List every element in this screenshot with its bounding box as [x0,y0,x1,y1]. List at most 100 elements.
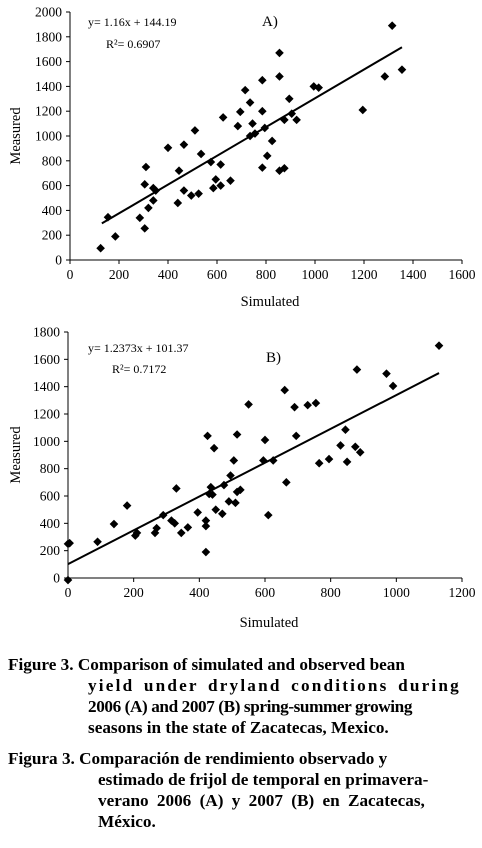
y-tick-label: 1000 [33,434,60,449]
data-point [174,166,184,176]
data-point [245,98,255,107]
x-tick-label: 1200 [351,267,378,282]
data-point [170,519,180,528]
data-point [96,243,105,253]
caption-es-line-3: verano 2006 (A) y 2007 (B) en Zacatecas, [98,791,425,810]
y-tick-label: 1400 [35,79,62,94]
y-tick-label: 400 [42,203,63,218]
data-point [179,186,189,195]
data-point [341,425,350,435]
data-point [218,113,228,122]
y-tick-label: 400 [40,516,61,531]
x-tick-label: 1600 [449,267,476,282]
data-point [232,487,242,497]
data-point [244,400,253,409]
data-point [140,180,150,189]
y-tick-label: 1800 [35,29,62,44]
caption-es-line-1: Figura 3. Comparación de rendimiento obs… [8,749,388,768]
data-point [292,115,301,125]
caption-es-line-2: estimado de frijol de temporal en primav… [98,770,429,789]
y-tick-label: 200 [40,543,61,558]
y-tick-label: 1000 [35,129,62,144]
data-point [275,72,284,81]
data-point [201,521,211,531]
data-point [193,508,202,517]
data-point [232,430,242,439]
data-point [65,538,74,548]
x-tick-label: 1400 [400,267,427,282]
caption-en-line-2: yield under dryland conditions during [88,676,461,695]
data-point [284,94,294,104]
data-point [260,435,270,445]
data-point [135,213,145,223]
data-point [190,126,200,135]
x-tick-label: 600 [207,267,228,282]
data-point [149,183,158,193]
data-point [352,365,362,374]
data-point [314,83,323,92]
y-tick-label: 1400 [33,379,60,394]
data-point [209,183,218,193]
x-tick-label: 200 [124,585,145,600]
y-tick-label: 1800 [33,325,60,340]
data-point [303,400,312,410]
data-point [224,497,234,506]
y-tick-label: 1600 [33,352,60,367]
data-point [355,447,365,457]
data-point [93,537,102,547]
data-point [262,151,272,161]
data-point [231,498,240,508]
data-point [144,203,153,213]
x-tick-label: 800 [321,585,342,600]
r-squared-label: R²= 0.6907 [106,37,160,51]
data-point [211,505,221,514]
data-point [291,431,301,441]
x-tick-label: 1200 [449,585,476,600]
data-point [151,186,161,195]
y-tick-label: 0 [55,253,62,268]
data-point [140,224,150,233]
x-tick-label: 0 [67,267,74,282]
y-tick-label: 600 [42,178,63,193]
x-tick-label: 0 [65,585,72,600]
data-point [186,191,196,200]
data-point [63,575,73,585]
data-point [280,115,289,125]
y-tick-label: 800 [42,153,63,168]
data-point [259,456,268,465]
data-point [194,189,203,198]
data-point [179,140,189,149]
data-point [280,163,289,173]
data-point [275,48,284,58]
data-point [342,457,352,467]
caption-es-line-4: México. [98,812,156,831]
y-tick-label: 1200 [33,407,60,422]
x-tick-label: 600 [255,585,276,600]
y-tick-label: 0 [53,571,60,586]
y-axis-title: Measured [8,426,24,484]
x-tick-label: 1000 [302,267,329,282]
data-point [260,123,270,133]
x-tick-label: 400 [189,585,210,600]
data-point [358,105,368,115]
panel-label: A) [262,14,278,30]
regression-equation: y= 1.2373x + 101.37 [88,341,189,355]
data-point [236,485,245,495]
data-point [324,454,334,464]
y-tick-label: 1200 [35,104,62,119]
caption-en-line-4: seasons in the state of Zacatecas, Mexic… [88,718,389,737]
caption-english: Figure 3. Comparison of simulated and ob… [8,654,474,738]
data-point [258,106,267,116]
data-point [203,431,212,441]
data-point [173,198,183,208]
data-point [380,72,390,81]
data-point [314,458,324,468]
data-point [287,109,297,118]
caption-en-line-1: Figure 3. Comparison of simulated and ob… [8,655,405,674]
y-tick-label: 600 [40,489,61,504]
data-point [206,482,216,492]
data-point [167,516,176,525]
x-axis-title: Simulated [241,294,301,310]
data-point [211,175,221,184]
y-tick-label: 200 [42,228,63,243]
